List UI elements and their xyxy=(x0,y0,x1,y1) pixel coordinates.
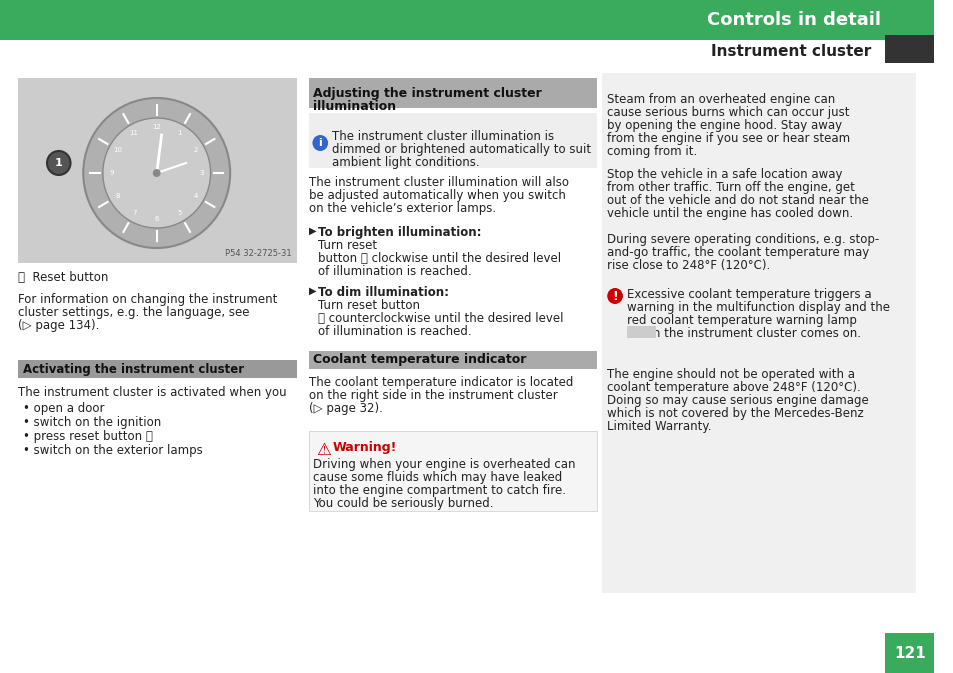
Bar xyxy=(308,431,597,511)
Text: from other traffic. Turn off the engine, get: from other traffic. Turn off the engine,… xyxy=(607,181,854,194)
Text: from the engine if you see or hear steam: from the engine if you see or hear steam xyxy=(607,132,849,145)
Text: 1: 1 xyxy=(177,130,181,136)
Text: ⚠: ⚠ xyxy=(316,441,331,459)
Text: 121: 121 xyxy=(893,645,924,660)
Text: of illumination is reached.: of illumination is reached. xyxy=(318,265,472,278)
Text: You could be seriously burned.: You could be seriously burned. xyxy=(314,497,494,510)
Text: • press reset button ⓘ: • press reset button ⓘ xyxy=(23,430,152,443)
Text: 12: 12 xyxy=(152,124,161,130)
Text: The coolant temperature indicator is located: The coolant temperature indicator is loc… xyxy=(308,376,573,389)
Text: During severe operating conditions, e.g. stop-: During severe operating conditions, e.g.… xyxy=(607,233,879,246)
Circle shape xyxy=(103,118,211,228)
Text: Instrument cluster: Instrument cluster xyxy=(711,44,871,59)
Text: warning in the multifunction display and the: warning in the multifunction display and… xyxy=(626,301,889,314)
Text: cluster settings, e.g. the language, see: cluster settings, e.g. the language, see xyxy=(17,306,249,319)
Circle shape xyxy=(312,135,328,151)
Text: Warning!: Warning! xyxy=(333,441,397,454)
Text: coolant temperature above 248°F (120°C).: coolant temperature above 248°F (120°C). xyxy=(607,381,860,394)
Bar xyxy=(308,78,597,108)
Text: (▷ page 134).: (▷ page 134). xyxy=(17,319,99,332)
Text: i: i xyxy=(318,138,322,148)
Text: vehicle until the engine has cooled down.: vehicle until the engine has cooled down… xyxy=(607,207,853,220)
Text: ▶: ▶ xyxy=(308,286,319,296)
Text: ▶: ▶ xyxy=(308,226,319,236)
Text: cause serious burns which can occur just: cause serious burns which can occur just xyxy=(607,106,849,119)
Text: • switch on the exterior lamps: • switch on the exterior lamps xyxy=(23,444,202,457)
Text: button ⓘ clockwise until the desired level: button ⓘ clockwise until the desired lev… xyxy=(318,252,561,265)
Text: of illumination is reached.: of illumination is reached. xyxy=(318,325,472,338)
Text: ambient light conditions.: ambient light conditions. xyxy=(332,156,479,169)
Text: out of the vehicle and do not stand near the: out of the vehicle and do not stand near… xyxy=(607,194,868,207)
Bar xyxy=(308,113,597,168)
Text: 4: 4 xyxy=(193,193,197,199)
Text: 8: 8 xyxy=(115,193,120,199)
Text: Doing so may cause serious engine damage: Doing so may cause serious engine damage xyxy=(607,394,868,407)
Text: ⓘ counterclockwise until the desired level: ⓘ counterclockwise until the desired lev… xyxy=(318,312,563,325)
Text: The instrument cluster is activated when you: The instrument cluster is activated when… xyxy=(17,386,286,399)
Text: (▷ page 32).: (▷ page 32). xyxy=(308,402,382,415)
Text: The instrument cluster illumination is: The instrument cluster illumination is xyxy=(332,130,554,143)
Bar xyxy=(626,326,656,338)
Text: on the vehicle’s exterior lamps.: on the vehicle’s exterior lamps. xyxy=(308,202,496,215)
Text: 11: 11 xyxy=(130,130,138,136)
Circle shape xyxy=(152,169,160,177)
Text: 2: 2 xyxy=(193,147,197,153)
Text: cause some fluids which may have leaked: cause some fluids which may have leaked xyxy=(314,471,562,484)
Text: rise close to 248°F (120°C).: rise close to 248°F (120°C). xyxy=(607,259,770,272)
Text: into the engine compartment to catch fire.: into the engine compartment to catch fir… xyxy=(314,484,566,497)
Text: illumination: illumination xyxy=(314,100,396,112)
Text: dimmed or brightened automatically to suit: dimmed or brightened automatically to su… xyxy=(332,143,591,156)
Text: For information on changing the instrument: For information on changing the instrume… xyxy=(17,293,276,306)
Bar xyxy=(884,633,933,673)
Bar xyxy=(0,0,933,40)
Text: and-go traffic, the coolant temperature may: and-go traffic, the coolant temperature … xyxy=(607,246,868,259)
Circle shape xyxy=(47,151,71,175)
Text: Turn reset: Turn reset xyxy=(318,239,377,252)
Text: 7: 7 xyxy=(132,210,136,216)
Bar xyxy=(308,351,597,369)
Text: 1: 1 xyxy=(55,158,63,168)
Circle shape xyxy=(83,98,230,248)
Text: 9: 9 xyxy=(110,170,113,176)
Text: Controls in detail: Controls in detail xyxy=(707,11,881,29)
Text: P54 32-2725-31: P54 32-2725-31 xyxy=(225,249,292,258)
Text: To brighten illumination:: To brighten illumination: xyxy=(318,226,481,239)
Text: Turn reset button: Turn reset button xyxy=(318,299,420,312)
Text: ⓘ  Reset button: ⓘ Reset button xyxy=(17,271,108,284)
Text: 5: 5 xyxy=(177,210,181,216)
Text: • switch on the ignition: • switch on the ignition xyxy=(23,416,161,429)
Bar xyxy=(17,360,296,378)
Text: 10: 10 xyxy=(113,147,122,153)
Text: which is not covered by the Mercedes-Benz: which is not covered by the Mercedes-Ben… xyxy=(607,407,863,420)
Text: Excessive coolant temperature triggers a: Excessive coolant temperature triggers a xyxy=(626,288,870,301)
Text: in the instrument cluster comes on.: in the instrument cluster comes on. xyxy=(626,327,860,340)
Text: Steam from an overheated engine can: Steam from an overheated engine can xyxy=(607,93,835,106)
Text: • open a door: • open a door xyxy=(23,402,104,415)
Text: 6: 6 xyxy=(154,216,159,222)
Text: be adjusted automatically when you switch: be adjusted automatically when you switc… xyxy=(308,189,565,202)
Text: on the right side in the instrument cluster: on the right side in the instrument clus… xyxy=(308,389,557,402)
Text: The instrument cluster illumination will also: The instrument cluster illumination will… xyxy=(308,176,568,189)
Bar xyxy=(308,431,597,511)
Bar xyxy=(17,78,296,263)
Text: Adjusting the instrument cluster: Adjusting the instrument cluster xyxy=(314,87,541,100)
Text: To dim illumination:: To dim illumination: xyxy=(318,286,449,299)
Text: Activating the instrument cluster: Activating the instrument cluster xyxy=(23,363,243,376)
Text: Limited Warranty.: Limited Warranty. xyxy=(607,420,711,433)
Bar xyxy=(601,73,915,593)
Text: !: ! xyxy=(612,289,618,302)
Text: red coolant temperature warning lamp: red coolant temperature warning lamp xyxy=(626,314,856,327)
Text: The engine should not be operated with a: The engine should not be operated with a xyxy=(607,368,854,381)
Text: by opening the engine hood. Stay away: by opening the engine hood. Stay away xyxy=(607,119,841,132)
Text: Driving when your engine is overheated can: Driving when your engine is overheated c… xyxy=(314,458,576,471)
Text: Coolant temperature indicator: Coolant temperature indicator xyxy=(314,353,526,367)
Bar xyxy=(884,35,933,63)
Circle shape xyxy=(607,288,622,304)
Text: coming from it.: coming from it. xyxy=(607,145,697,158)
Text: 3: 3 xyxy=(199,170,204,176)
Text: Stop the vehicle in a safe location away: Stop the vehicle in a safe location away xyxy=(607,168,841,181)
